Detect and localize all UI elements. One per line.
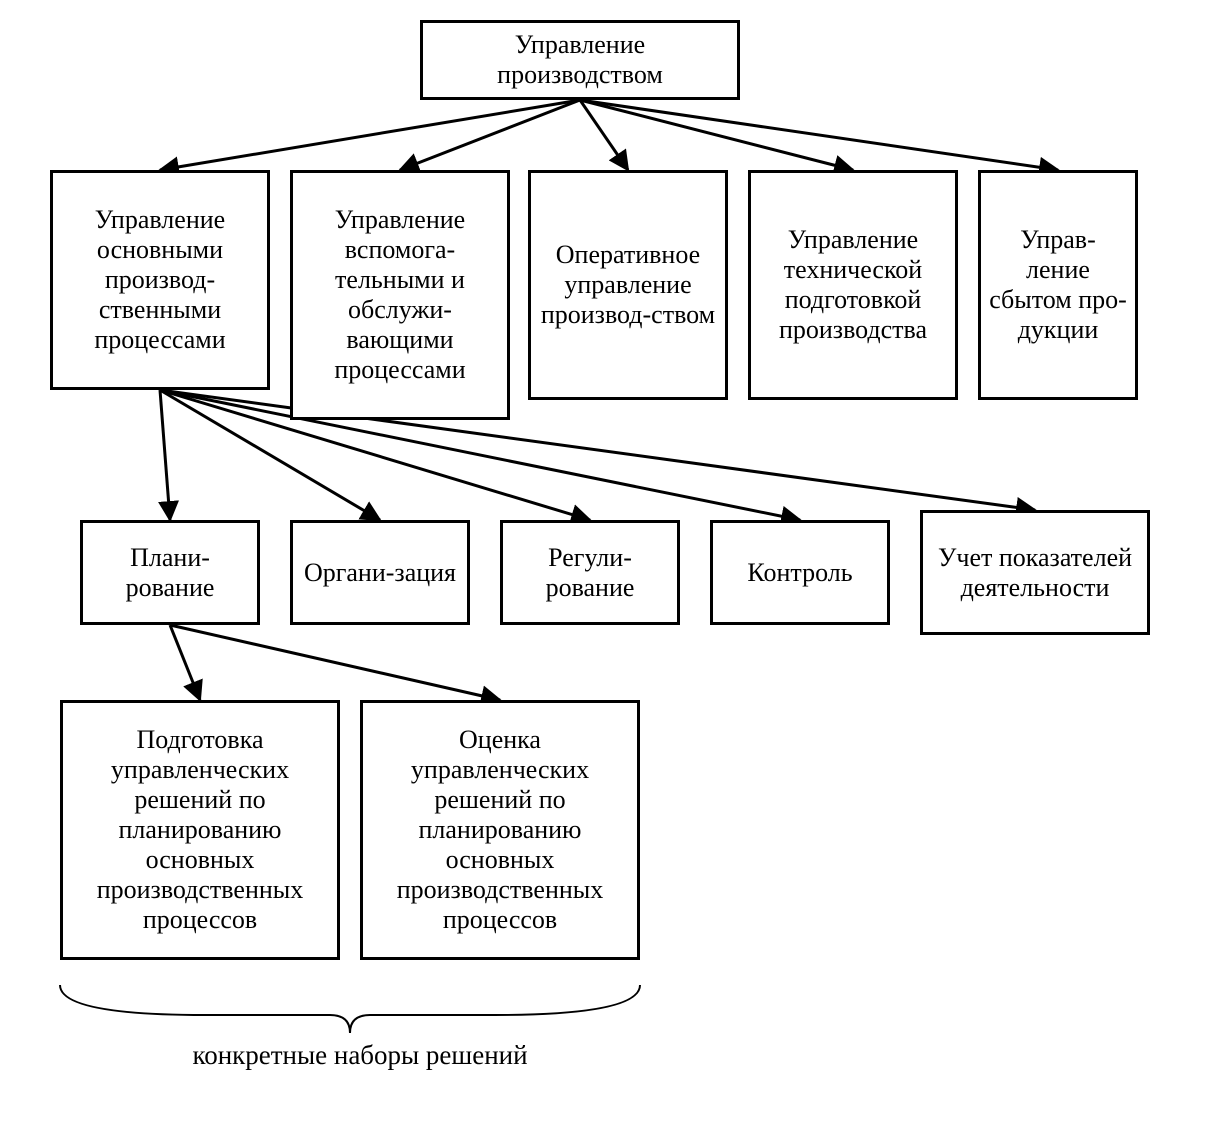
node-n5: Управ-ление сбытом про-дукции <box>978 170 1138 400</box>
edge-root-n1 <box>160 100 580 170</box>
brace-caption: конкретные наборы решений <box>130 1040 590 1071</box>
node-m4: Контроль <box>710 520 890 625</box>
edge-root-n4 <box>580 100 853 170</box>
node-m5: Учет показателей деятельности <box>920 510 1150 635</box>
node-b1: Подготовка управленческих решений по пла… <box>60 700 340 960</box>
diagram-stage: конкретные наборы решений Управлениепрои… <box>0 0 1224 1123</box>
node-n4: Управление технической подготовкой произ… <box>748 170 958 400</box>
node-m2: Органи-зация <box>290 520 470 625</box>
edge-m1-b1 <box>170 625 200 700</box>
node-n2: Управление вспомога-тельными и обслужи-в… <box>290 170 510 420</box>
node-m3: Регули-рование <box>500 520 680 625</box>
curly-brace <box>60 985 640 1033</box>
edge-m1-b2 <box>170 625 500 700</box>
node-root: Управлениепроизводством <box>420 20 740 100</box>
node-n3: Оперативное управление производ-ством <box>528 170 728 400</box>
edge-root-n5 <box>580 100 1058 170</box>
edge-root-n3 <box>580 100 628 170</box>
edge-n1-m1 <box>160 390 170 520</box>
node-m1: Плани-рование <box>80 520 260 625</box>
edge-root-n2 <box>400 100 580 170</box>
node-n1: Управление основными производ-ственными … <box>50 170 270 390</box>
node-b2: Оценка управленческих решений по планиро… <box>360 700 640 960</box>
